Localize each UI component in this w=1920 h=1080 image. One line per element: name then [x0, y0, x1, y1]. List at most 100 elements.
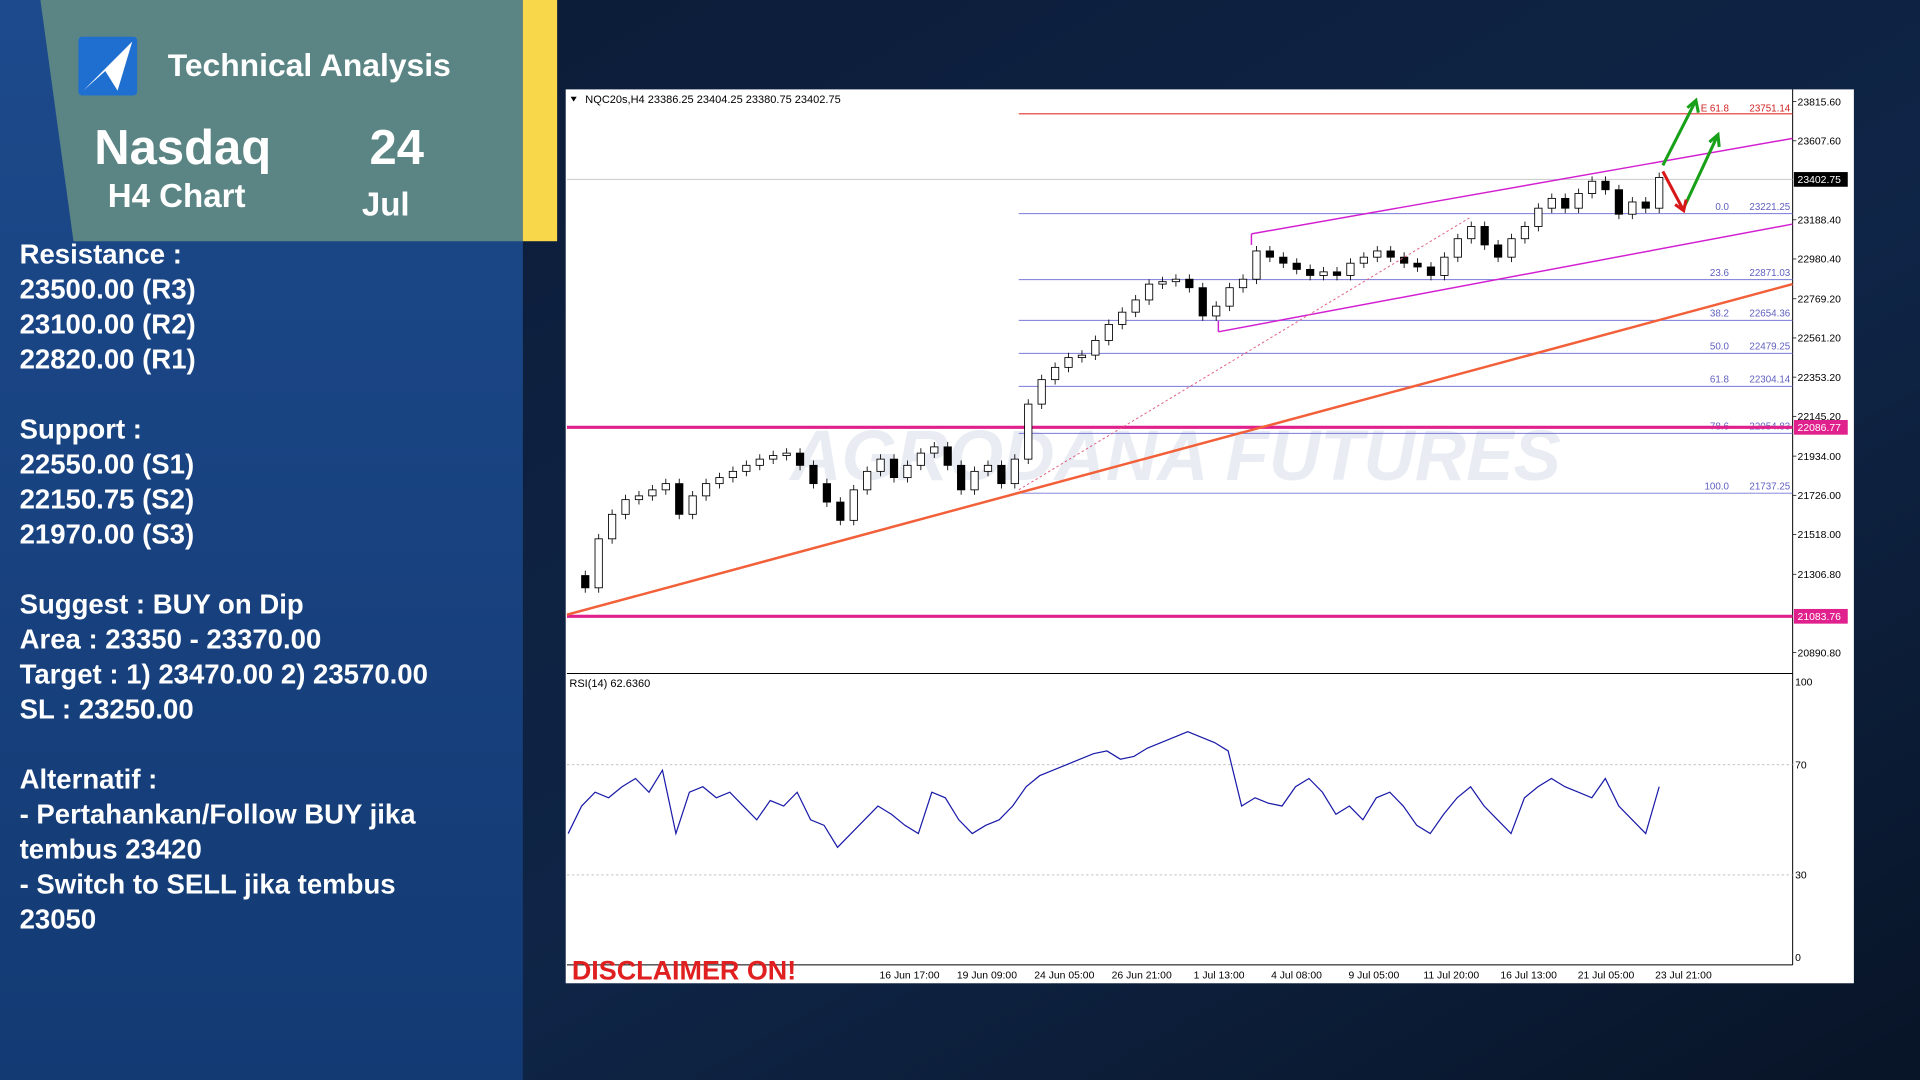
candle	[1453, 238, 1462, 258]
header-box	[40, 0, 523, 242]
x-tick-label: 4 Jul 08:00	[1271, 970, 1322, 981]
chart-panel	[565, 89, 1854, 984]
candle	[634, 495, 644, 501]
fib-level: 0.0	[1715, 202, 1729, 213]
notes: Resistance : 23500.00 (R3) 23100.00 (R2) 22…	[20, 238, 428, 934]
x-tick-label: 26 Jun 21:00	[1112, 970, 1172, 981]
x-tick-label: 24 Jun 05:00	[1034, 970, 1094, 981]
fib-level: 23.6	[1710, 268, 1730, 279]
candle	[675, 483, 684, 515]
candle	[1051, 366, 1060, 381]
candle	[715, 477, 724, 485]
fib-price: 22871.03	[1749, 268, 1790, 279]
candle	[916, 452, 925, 466]
candle	[1131, 299, 1140, 313]
note-line: Alternatif :	[20, 764, 158, 795]
candle	[1319, 271, 1328, 276]
x-tick-label: 16 Jun 17:00	[880, 970, 940, 981]
note-line: 22550.00 (S1)	[20, 448, 195, 479]
candle	[1534, 207, 1543, 227]
candle	[728, 470, 738, 479]
y-tick-label: 23815.60	[1798, 97, 1842, 108]
candle	[1118, 311, 1127, 325]
note-line: - Pertahankan/Follow BUY jika	[20, 799, 417, 830]
candle	[1198, 287, 1207, 317]
candle	[1614, 189, 1624, 215]
x-tick-label: 11 Jul 20:00	[1423, 970, 1479, 981]
candle	[1158, 281, 1167, 285]
y-tick-label: 22353.20	[1798, 373, 1842, 384]
candle	[1574, 193, 1583, 209]
candle	[742, 464, 751, 472]
rsi-line	[567, 730, 1660, 849]
candle	[1561, 197, 1570, 209]
y-tick-label: 20890.80	[1798, 648, 1842, 659]
candle	[930, 446, 939, 454]
rsi-tick-label: 30	[1795, 871, 1807, 882]
candle	[1493, 244, 1503, 258]
y-tick-label: 22980.40	[1798, 255, 1842, 266]
candle	[1628, 201, 1637, 215]
level-label: 22086.77	[1798, 423, 1842, 434]
candle	[876, 458, 885, 472]
timeframe: H4 Chart	[108, 178, 246, 215]
candle	[782, 452, 791, 456]
arrow-down	[1661, 170, 1686, 212]
candle	[661, 483, 670, 491]
fib-price: 23221.25	[1749, 202, 1790, 213]
candle	[1520, 226, 1530, 240]
candle	[648, 489, 657, 497]
rsi-tick-label: 100	[1795, 678, 1813, 689]
candle	[849, 489, 858, 521]
current-price-label: 23402.75	[1798, 175, 1842, 186]
candle	[1104, 324, 1113, 341]
candle	[608, 513, 617, 540]
candle	[889, 458, 899, 479]
note-line: 22150.75 (S2)	[20, 483, 195, 514]
candle	[1024, 403, 1033, 460]
fib-price: 22479.25	[1749, 342, 1790, 353]
rsi-tick-label: 70	[1795, 760, 1807, 771]
trendline	[566, 282, 1793, 616]
candle	[621, 499, 630, 515]
candle	[1252, 250, 1261, 280]
note-line: SL : 23250.00	[20, 694, 194, 725]
y-tick-label: 21726.00	[1798, 491, 1842, 502]
candle	[688, 495, 697, 515]
y-tick-label: 22769.20	[1798, 294, 1842, 305]
x-tick-label: 19 Jun 09:00	[957, 970, 1017, 981]
y-tick-label: 22145.20	[1798, 412, 1842, 423]
candle	[795, 452, 805, 466]
candle	[701, 483, 711, 497]
candle	[836, 501, 845, 521]
x-tick-label: 9 Jul 05:00	[1348, 970, 1399, 981]
accent-strip	[522, 0, 558, 242]
disclaimer: DISCLAIMER ON!	[572, 956, 796, 986]
candle	[1400, 256, 1409, 264]
candle	[1332, 271, 1342, 276]
candle	[1655, 177, 1664, 209]
note-line: Suggest : BUY on Dip	[20, 588, 304, 619]
candle	[1171, 278, 1181, 283]
candle	[1292, 262, 1301, 270]
candle	[957, 464, 966, 491]
candle	[1373, 250, 1382, 258]
candle	[1238, 278, 1248, 289]
candle	[1467, 226, 1476, 240]
arrow-head	[1708, 131, 1721, 148]
level-label: 21083.76	[1798, 612, 1842, 623]
candle	[1091, 340, 1100, 356]
note-line: Target : 1) 23470.00 2) 23570.00	[20, 659, 428, 690]
header-arrow	[570, 96, 577, 102]
channel-lower	[1218, 223, 1793, 333]
x-tick-label: 23 Jul 21:00	[1655, 970, 1712, 981]
fib-price: 22654.36	[1749, 309, 1790, 320]
title: Technical Analysis	[168, 47, 451, 83]
note-line: 23100.00 (R2)	[20, 308, 196, 339]
chart-header: NQC20s,H4 23386.25 23404.25 23380.75 234…	[585, 94, 840, 106]
candle	[1426, 266, 1436, 276]
day: 24	[370, 121, 424, 175]
candle	[1306, 268, 1315, 276]
fib-price: 22304.14	[1749, 375, 1790, 386]
